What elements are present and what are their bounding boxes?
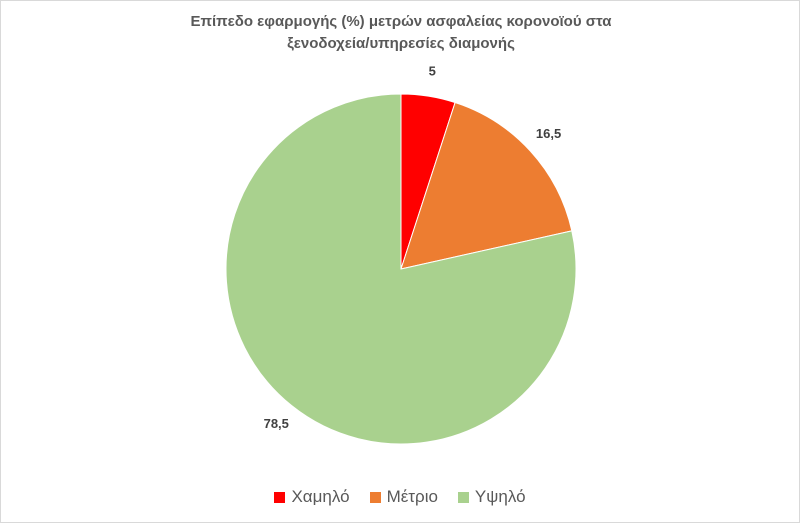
legend-label: Υψηλό bbox=[474, 487, 526, 506]
data-label: 5 bbox=[429, 63, 436, 78]
pie-slice bbox=[225, 93, 577, 445]
legend-swatch bbox=[369, 491, 381, 503]
legend-item: Μέτριο bbox=[369, 487, 438, 507]
data-label: 16,5 bbox=[536, 126, 561, 141]
legend-swatch bbox=[274, 491, 286, 503]
legend-label: Μέτριο bbox=[386, 487, 438, 506]
pie-slice bbox=[400, 101, 573, 270]
legend-item: Χαμηλό bbox=[274, 487, 350, 507]
legend-label: Χαμηλό bbox=[291, 487, 350, 506]
legend-swatch bbox=[457, 491, 469, 503]
legend-item: Υψηλό bbox=[457, 487, 526, 507]
data-label: 78,5 bbox=[264, 416, 289, 431]
chart-title: Επίπεδο εφαρμογής (%) μετρών ασφαλείας κ… bbox=[190, 13, 612, 52]
legend: Χαμηλό Μέτριο Υψηλό bbox=[1, 487, 799, 507]
